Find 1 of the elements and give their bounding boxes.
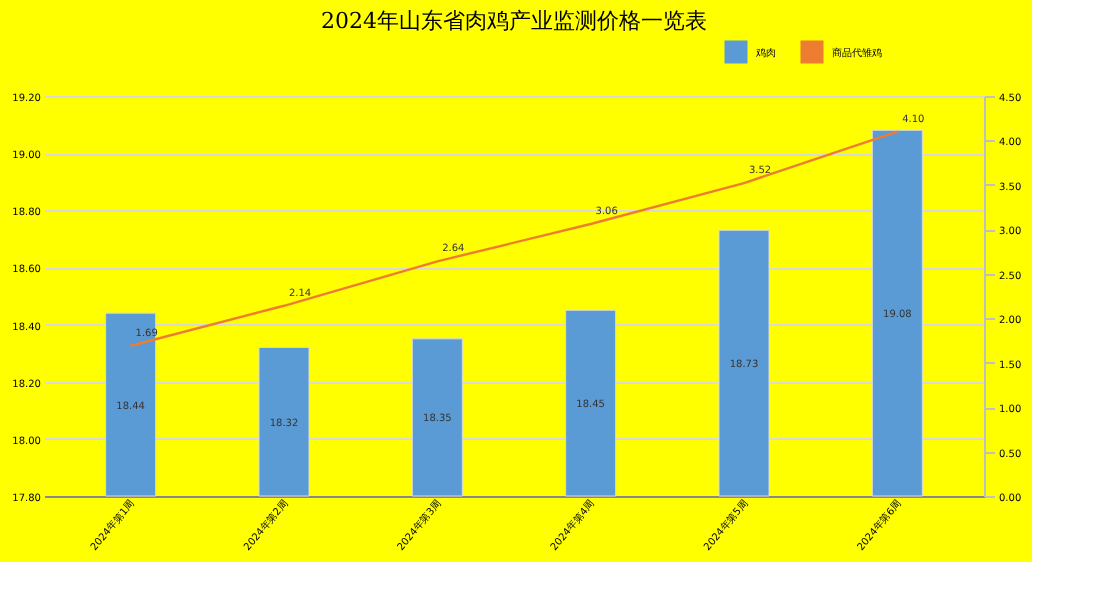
chart-title: 2024年山东省肉鸡产业监测价格一览表: [321, 8, 707, 34]
